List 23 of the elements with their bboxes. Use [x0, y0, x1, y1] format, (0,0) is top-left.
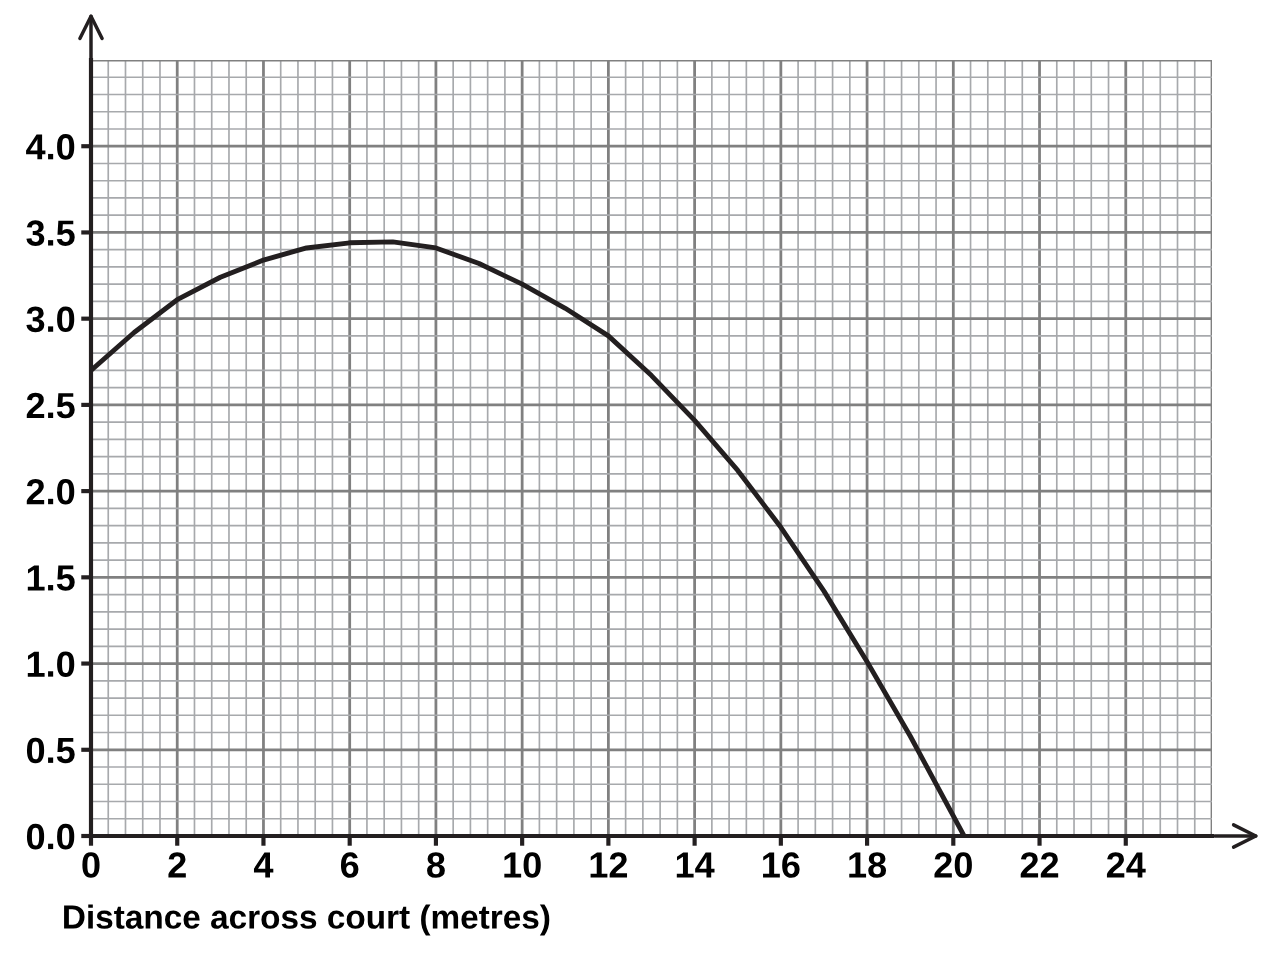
x-tick-label: 20 [934, 852, 972, 878]
x-tick-label: 10 [504, 852, 541, 878]
x-tick-label: 16 [763, 852, 800, 878]
x-tick-label: 12 [590, 852, 628, 878]
y-tick-label: 0.0 [26, 823, 75, 850]
x-tick-label: 22 [1020, 852, 1059, 878]
y-tick-label: 2.5 [26, 392, 75, 419]
y-tick-label: 4.0 [26, 134, 75, 160]
x-tick-label: 4 [253, 852, 274, 878]
y-tick-label: 2.0 [26, 478, 75, 505]
x-tick-label: 24 [1106, 852, 1146, 878]
y-tick-label: 0.5 [26, 737, 75, 764]
y-tick-label: 1.5 [27, 565, 75, 591]
x-tick-label: 2 [168, 852, 186, 878]
y-tick-label: 3.0 [26, 306, 75, 333]
x-tick-label: 0 [82, 852, 100, 878]
x-tick-label: 8 [427, 852, 445, 878]
x-tick-label: 14 [676, 852, 715, 878]
x-axis-title: Distance across court (metres) [64, 904, 550, 936]
y-tick-label: 1.0 [27, 651, 75, 677]
x-tick-label: 18 [849, 852, 887, 878]
x-tick-label: 6 [340, 852, 359, 878]
y-tick-label: 3.5 [26, 220, 75, 246]
